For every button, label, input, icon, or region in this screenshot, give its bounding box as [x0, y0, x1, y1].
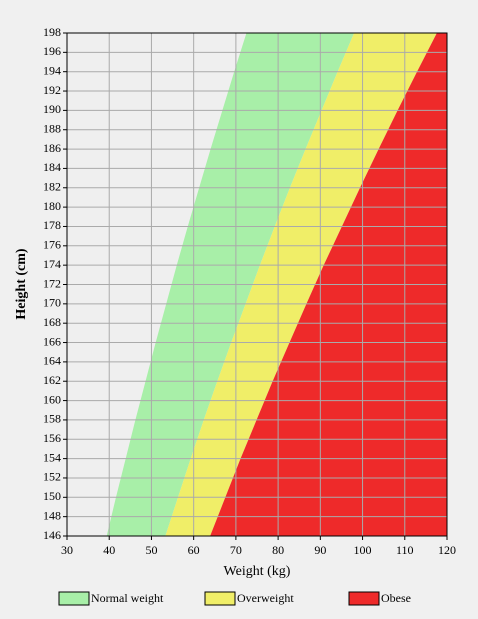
y-tick-label: 150	[43, 489, 61, 503]
x-tick-label: 90	[314, 543, 326, 557]
y-tick-label: 182	[43, 180, 61, 194]
legend-swatch	[204, 591, 236, 606]
y-tick-label: 174	[43, 257, 61, 271]
y-tick-label: 146	[43, 528, 61, 542]
legend-label: Overweight	[237, 591, 294, 605]
y-tick-label: 164	[43, 354, 61, 368]
x-tick-label: 50	[145, 543, 157, 557]
x-tick-label: 30	[61, 543, 73, 557]
y-tick-label: 178	[43, 218, 61, 232]
x-tick-label: 70	[230, 543, 242, 557]
y-tick-label: 196	[43, 44, 61, 58]
y-tick-label: 198	[43, 25, 61, 39]
y-tick-label: 156	[43, 431, 61, 445]
y-tick-label: 162	[43, 373, 61, 387]
x-tick-label: 110	[396, 543, 414, 557]
y-tick-label: 160	[43, 392, 61, 406]
x-tick-label: 80	[272, 543, 284, 557]
legend-label: Obese	[381, 591, 411, 605]
legend-label: Normal weight	[91, 591, 164, 605]
x-tick-label: 120	[438, 543, 456, 557]
y-axis-label: Height (cm)	[14, 248, 29, 319]
legend-swatch	[58, 591, 90, 606]
x-tick-label: 100	[354, 543, 372, 557]
y-tick-label: 166	[43, 334, 61, 348]
y-tick-label: 190	[43, 102, 61, 116]
y-tick-label: 192	[43, 83, 61, 97]
x-axis-label: Weight (kg)	[224, 564, 291, 579]
y-tick-label: 180	[43, 199, 61, 213]
x-tick-label: 60	[188, 543, 200, 557]
y-tick-label: 172	[43, 276, 61, 290]
y-tick-label: 148	[43, 508, 61, 522]
y-tick-label: 168	[43, 315, 61, 329]
plot-border	[66, 32, 448, 537]
legend-swatch	[348, 591, 380, 606]
y-tick-label: 158	[43, 412, 61, 426]
y-tick-label: 188	[43, 121, 61, 135]
y-tick-label: 184	[43, 160, 61, 174]
y-tick-label: 186	[43, 141, 61, 155]
y-tick-label: 154	[43, 450, 61, 464]
y-tick-label: 170	[43, 296, 61, 310]
y-tick-label: 176	[43, 238, 61, 252]
y-tick-label: 152	[43, 470, 61, 484]
x-tick-label: 40	[103, 543, 115, 557]
y-tick-label: 194	[43, 63, 61, 77]
